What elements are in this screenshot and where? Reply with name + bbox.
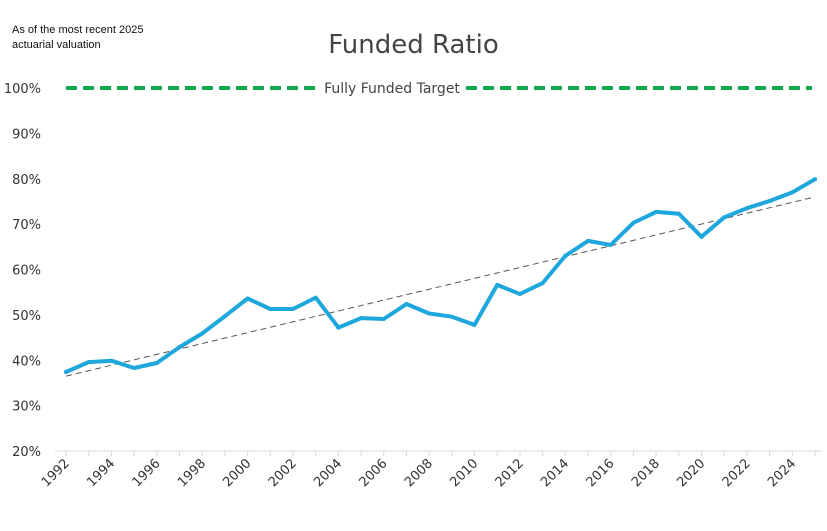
- target-label: Fully Funded Target: [324, 81, 460, 97]
- data-point: [336, 325, 341, 330]
- target-line-group: Fully Funded Target: [66, 81, 812, 97]
- y-tick-label: 70%: [12, 218, 41, 233]
- series-group: [64, 177, 817, 375]
- x-tick-label: 2022: [720, 456, 754, 490]
- y-tick-label: 60%: [12, 264, 41, 279]
- data-point: [404, 301, 409, 306]
- y-axis: 20% 30% 40% 50% 60% 70% 80% 90% 100%: [4, 82, 41, 460]
- data-point: [495, 282, 500, 287]
- x-tick-label: 2020: [674, 456, 708, 490]
- x-tick-label: 2018: [629, 456, 663, 490]
- data-point: [427, 311, 432, 316]
- data-point: [381, 316, 386, 321]
- x-tick-label: 2008: [402, 456, 436, 490]
- data-point: [86, 360, 91, 365]
- x-tick-label: 2006: [357, 456, 391, 490]
- data-point: [563, 253, 568, 258]
- x-tick-label: 2010: [447, 456, 481, 490]
- data-point: [586, 238, 591, 243]
- x-tick-label: 2016: [584, 456, 618, 490]
- data-point: [268, 306, 273, 311]
- data-point: [699, 234, 704, 239]
- y-tick-label: 50%: [12, 309, 41, 324]
- data-point: [359, 316, 364, 321]
- x-tick-label: 1996: [130, 456, 164, 490]
- x-tick-label: 2012: [493, 456, 527, 490]
- x-tick-label: 1994: [84, 456, 118, 490]
- data-point: [109, 358, 114, 363]
- data-point: [290, 306, 295, 311]
- y-tick-label: 40%: [12, 354, 41, 369]
- data-point: [631, 220, 636, 225]
- y-tick-label: 30%: [12, 400, 41, 415]
- x-tick-label: 1992: [39, 456, 73, 490]
- y-tick-label: 80%: [12, 173, 41, 188]
- data-point: [813, 177, 817, 182]
- data-point: [744, 206, 749, 211]
- data-point: [790, 190, 795, 195]
- data-point: [245, 296, 250, 301]
- data-point: [222, 314, 227, 319]
- data-point: [654, 209, 659, 214]
- data-point: [517, 292, 522, 297]
- data-point: [313, 295, 318, 300]
- x-tick-label: 2002: [266, 456, 300, 490]
- y-tick-label: 90%: [12, 127, 41, 142]
- data-point: [132, 365, 137, 370]
- data-point: [540, 281, 545, 286]
- data-point: [722, 215, 727, 220]
- x-tick-label: 2000: [220, 456, 254, 490]
- chart-title: Funded Ratio: [328, 30, 499, 60]
- valuation-note: As of the most recent 2025 actuarial val…: [12, 24, 144, 51]
- data-point: [64, 370, 68, 375]
- x-tick-label: 1998: [175, 456, 209, 490]
- x-tick-label: 2004: [311, 456, 345, 490]
- y-tick-label: 100%: [4, 82, 41, 97]
- data-point: [472, 322, 477, 327]
- data-point: [608, 242, 613, 247]
- x-axis: 1992 1994 1996 1998 2000 2002 2004 2006 2008 2010…: [39, 450, 822, 490]
- data-point: [200, 331, 205, 336]
- x-tick-label: 2024: [765, 456, 799, 490]
- data-point: [177, 345, 182, 350]
- funded-ratio-line: [64, 177, 817, 374]
- data-point: [676, 211, 681, 216]
- data-point: [154, 360, 159, 365]
- data-point: [767, 198, 772, 203]
- x-tick-label: 2014: [538, 456, 572, 490]
- y-tick-label: 20%: [12, 445, 41, 460]
- data-point: [449, 314, 454, 319]
